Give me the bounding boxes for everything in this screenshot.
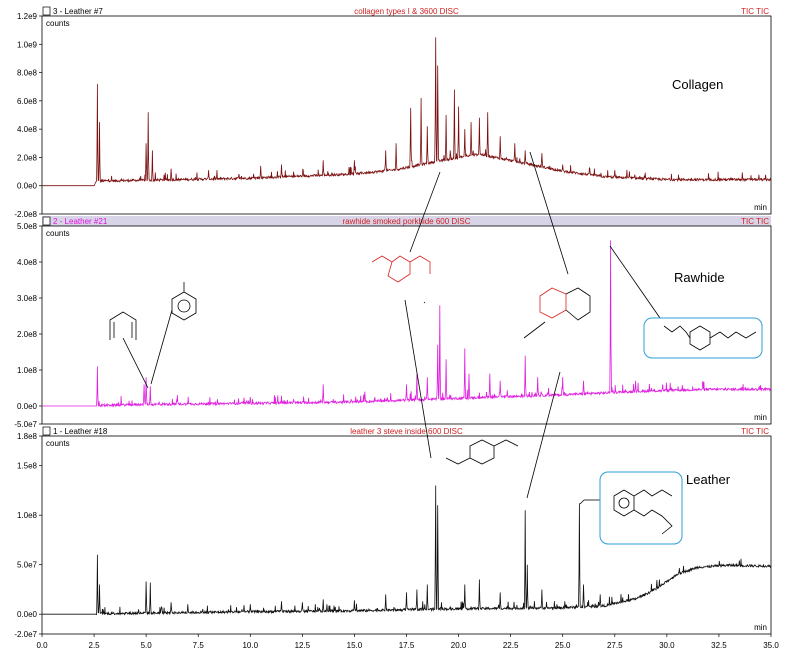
callout-line bbox=[609, 245, 661, 319]
molecule-bicyclic-ring bbox=[565, 287, 591, 321]
y-tick-label: 1.8e8 bbox=[17, 432, 38, 441]
structure-box-rawhide bbox=[643, 317, 763, 359]
structure-box-leather bbox=[599, 471, 683, 545]
x-tick-label: 27.5 bbox=[607, 641, 623, 650]
x-tick-label: 25.0 bbox=[555, 641, 571, 650]
x-tick-label: 35.0 bbox=[763, 641, 779, 650]
y-tick-label: 3.0e8 bbox=[17, 294, 38, 303]
panel-header-title: collagen types I & 3600 DISC bbox=[354, 7, 459, 16]
panel-header-left: 2 - Leather #21 bbox=[53, 217, 108, 226]
y-axis-unit: counts bbox=[46, 229, 70, 238]
panel-header-left: 3 - Leather #7 bbox=[53, 7, 103, 16]
callout-line bbox=[404, 299, 432, 459]
panel-header-bar bbox=[42, 216, 771, 226]
y-tick-label: 0.0e0 bbox=[17, 610, 38, 619]
y-tick-label: 2.0e8 bbox=[17, 153, 38, 162]
panel-header-title: rawhide smoked porkhide 600 DISC bbox=[342, 217, 470, 226]
y-tick-label: 5.0e7 bbox=[17, 561, 38, 570]
y-tick-label: 1.2e9 bbox=[17, 12, 38, 21]
y-tick-label: 1.0e9 bbox=[17, 40, 38, 49]
panel-header-right: TIC TIC bbox=[741, 427, 769, 436]
y-tick-label: 6.0e8 bbox=[17, 97, 38, 106]
chromatogram-panel-2: 2 - Leather #21 rawhide smoked porkhide 6… bbox=[14, 216, 772, 429]
molecule-toluene bbox=[171, 291, 197, 321]
molecule-glypro-chain bbox=[409, 255, 431, 274]
molecule-toluene-aromatic bbox=[177, 299, 191, 313]
callout-line bbox=[523, 321, 546, 339]
panel-header-right: TIC TIC bbox=[741, 217, 769, 226]
callout-line bbox=[409, 171, 441, 253]
molecule-pyrrole bbox=[109, 311, 137, 340]
molecule-phthalate-chain-upper bbox=[633, 489, 673, 497]
x-tick-label: 2.5 bbox=[89, 641, 101, 650]
y-tick-label: 2.0e8 bbox=[17, 330, 38, 339]
chromatogram-panel-1: 3 - Leather #7 collagen types I & 3600 DI… bbox=[14, 6, 772, 219]
panel-file-icon bbox=[42, 6, 51, 16]
sample-annotation: Leather bbox=[686, 472, 731, 487]
panel-header-left: 1 - Leather #18 bbox=[53, 427, 108, 436]
y-tick-label: 8.0e8 bbox=[17, 69, 38, 78]
x-tick-label: 0.0 bbox=[36, 641, 48, 650]
y-tick-label: -2.0e7 bbox=[14, 630, 37, 639]
molecule-ester-chain-right bbox=[709, 331, 757, 339]
y-tick-label: 0.0e0 bbox=[17, 182, 38, 191]
chromatogram-panel-3: 1 - Leather #18 leather 3 steve inside 60… bbox=[14, 426, 772, 639]
y-tick-label: 0.0e0 bbox=[17, 402, 38, 411]
molecule-phthalate-ring bbox=[613, 489, 635, 517]
y-tick-label: 4.0e8 bbox=[17, 258, 38, 267]
x-tick-label: 17.5 bbox=[399, 641, 415, 650]
y-tick-label: 4.0e8 bbox=[17, 125, 38, 134]
y-tick-label: 5.0e8 bbox=[17, 222, 38, 231]
x-tick-label: 20.0 bbox=[451, 641, 467, 650]
molecule-ester-chain-left bbox=[663, 325, 691, 339]
sample-annotation: Rawhide bbox=[674, 270, 725, 285]
panel-header-bar bbox=[42, 6, 771, 16]
molecule-dkp-chain bbox=[445, 439, 519, 465]
x-tick-label: 7.5 bbox=[193, 641, 205, 650]
x-tick-label: 15.0 bbox=[347, 641, 363, 650]
molecule-bicyclic-ring bbox=[539, 287, 567, 319]
x-axis-unit: min bbox=[754, 623, 767, 632]
panel-header-right: TIC TIC bbox=[741, 7, 769, 16]
callout-line bbox=[526, 371, 561, 499]
panel-header-bar bbox=[42, 426, 771, 436]
panel-header-title: leather 3 steve inside 600 DISC bbox=[350, 427, 463, 436]
x-tick-label: 22.5 bbox=[503, 641, 519, 650]
callout-line bbox=[122, 337, 149, 389]
y-tick-label: 1.0e8 bbox=[17, 511, 38, 520]
series-trace bbox=[42, 485, 772, 616]
y-tick-label: 1.5e8 bbox=[17, 462, 38, 471]
molecule-dkp bbox=[469, 439, 495, 465]
molecule-glypro bbox=[371, 255, 411, 283]
molecule-terephthalate-ring bbox=[689, 325, 711, 351]
x-tick-label: 30.0 bbox=[659, 641, 675, 650]
x-tick-label: 5.0 bbox=[141, 641, 153, 650]
callout-line bbox=[150, 309, 173, 385]
x-tick-label: 10.0 bbox=[242, 641, 258, 650]
x-tick-label: 12.5 bbox=[295, 641, 311, 650]
y-tick-label: 1.0e8 bbox=[17, 366, 38, 375]
callout-line bbox=[529, 151, 569, 275]
callout-line bbox=[579, 499, 585, 505]
molecule-phthalate-chain-lower bbox=[633, 509, 673, 535]
plot-frame bbox=[41, 15, 772, 215]
plot-frame bbox=[41, 225, 772, 425]
x-tick-label: 32.5 bbox=[711, 641, 727, 650]
sample-annotation: Collagen bbox=[672, 77, 723, 92]
panel-file-icon bbox=[42, 426, 51, 436]
callout-line bbox=[423, 301, 426, 304]
panel-file-icon bbox=[42, 216, 51, 226]
molecule-phthalate-aromatic bbox=[618, 497, 630, 509]
x-axis-unit: min bbox=[754, 203, 767, 212]
y-axis-unit: counts bbox=[46, 439, 70, 448]
y-tick-label: -2.0e8 bbox=[14, 210, 37, 219]
y-tick-label: -5.0e7 bbox=[14, 420, 37, 429]
y-axis-unit: counts bbox=[46, 19, 70, 28]
series-trace bbox=[42, 37, 772, 187]
x-axis-unit: min bbox=[754, 413, 767, 422]
series-trace bbox=[42, 240, 772, 408]
